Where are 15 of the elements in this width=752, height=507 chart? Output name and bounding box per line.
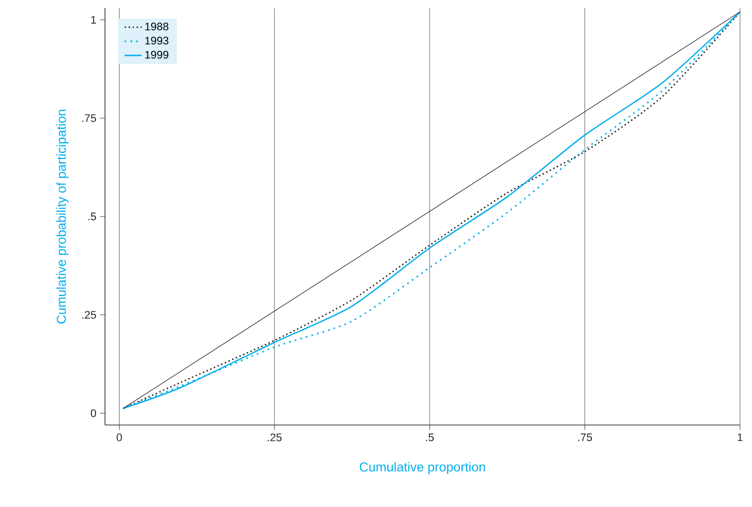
x-axis-title: Cumulative proportion [360, 462, 485, 474]
x-tick-label: 1 [738, 434, 743, 442]
y-tick-label: 0 [90, 409, 96, 418]
y-tick-label: .5 [88, 212, 96, 220]
x-tick-label: .25 [268, 434, 282, 442]
x-tick-label: 0 [116, 434, 122, 442]
x-tick-label: .5 [426, 434, 434, 442]
y-axis-title: Cumulative probability of participation [56, 110, 68, 324]
legend-label: 1988 [145, 22, 168, 30]
y-tick-label: .75 [82, 114, 96, 122]
y-tick-label: 1 [91, 16, 96, 24]
legend-label: 1999 [145, 50, 168, 59]
y-tick-label: .25 [82, 310, 96, 319]
x-tick-label: .75 [578, 434, 592, 442]
legend-label: 1993 [145, 36, 168, 44]
